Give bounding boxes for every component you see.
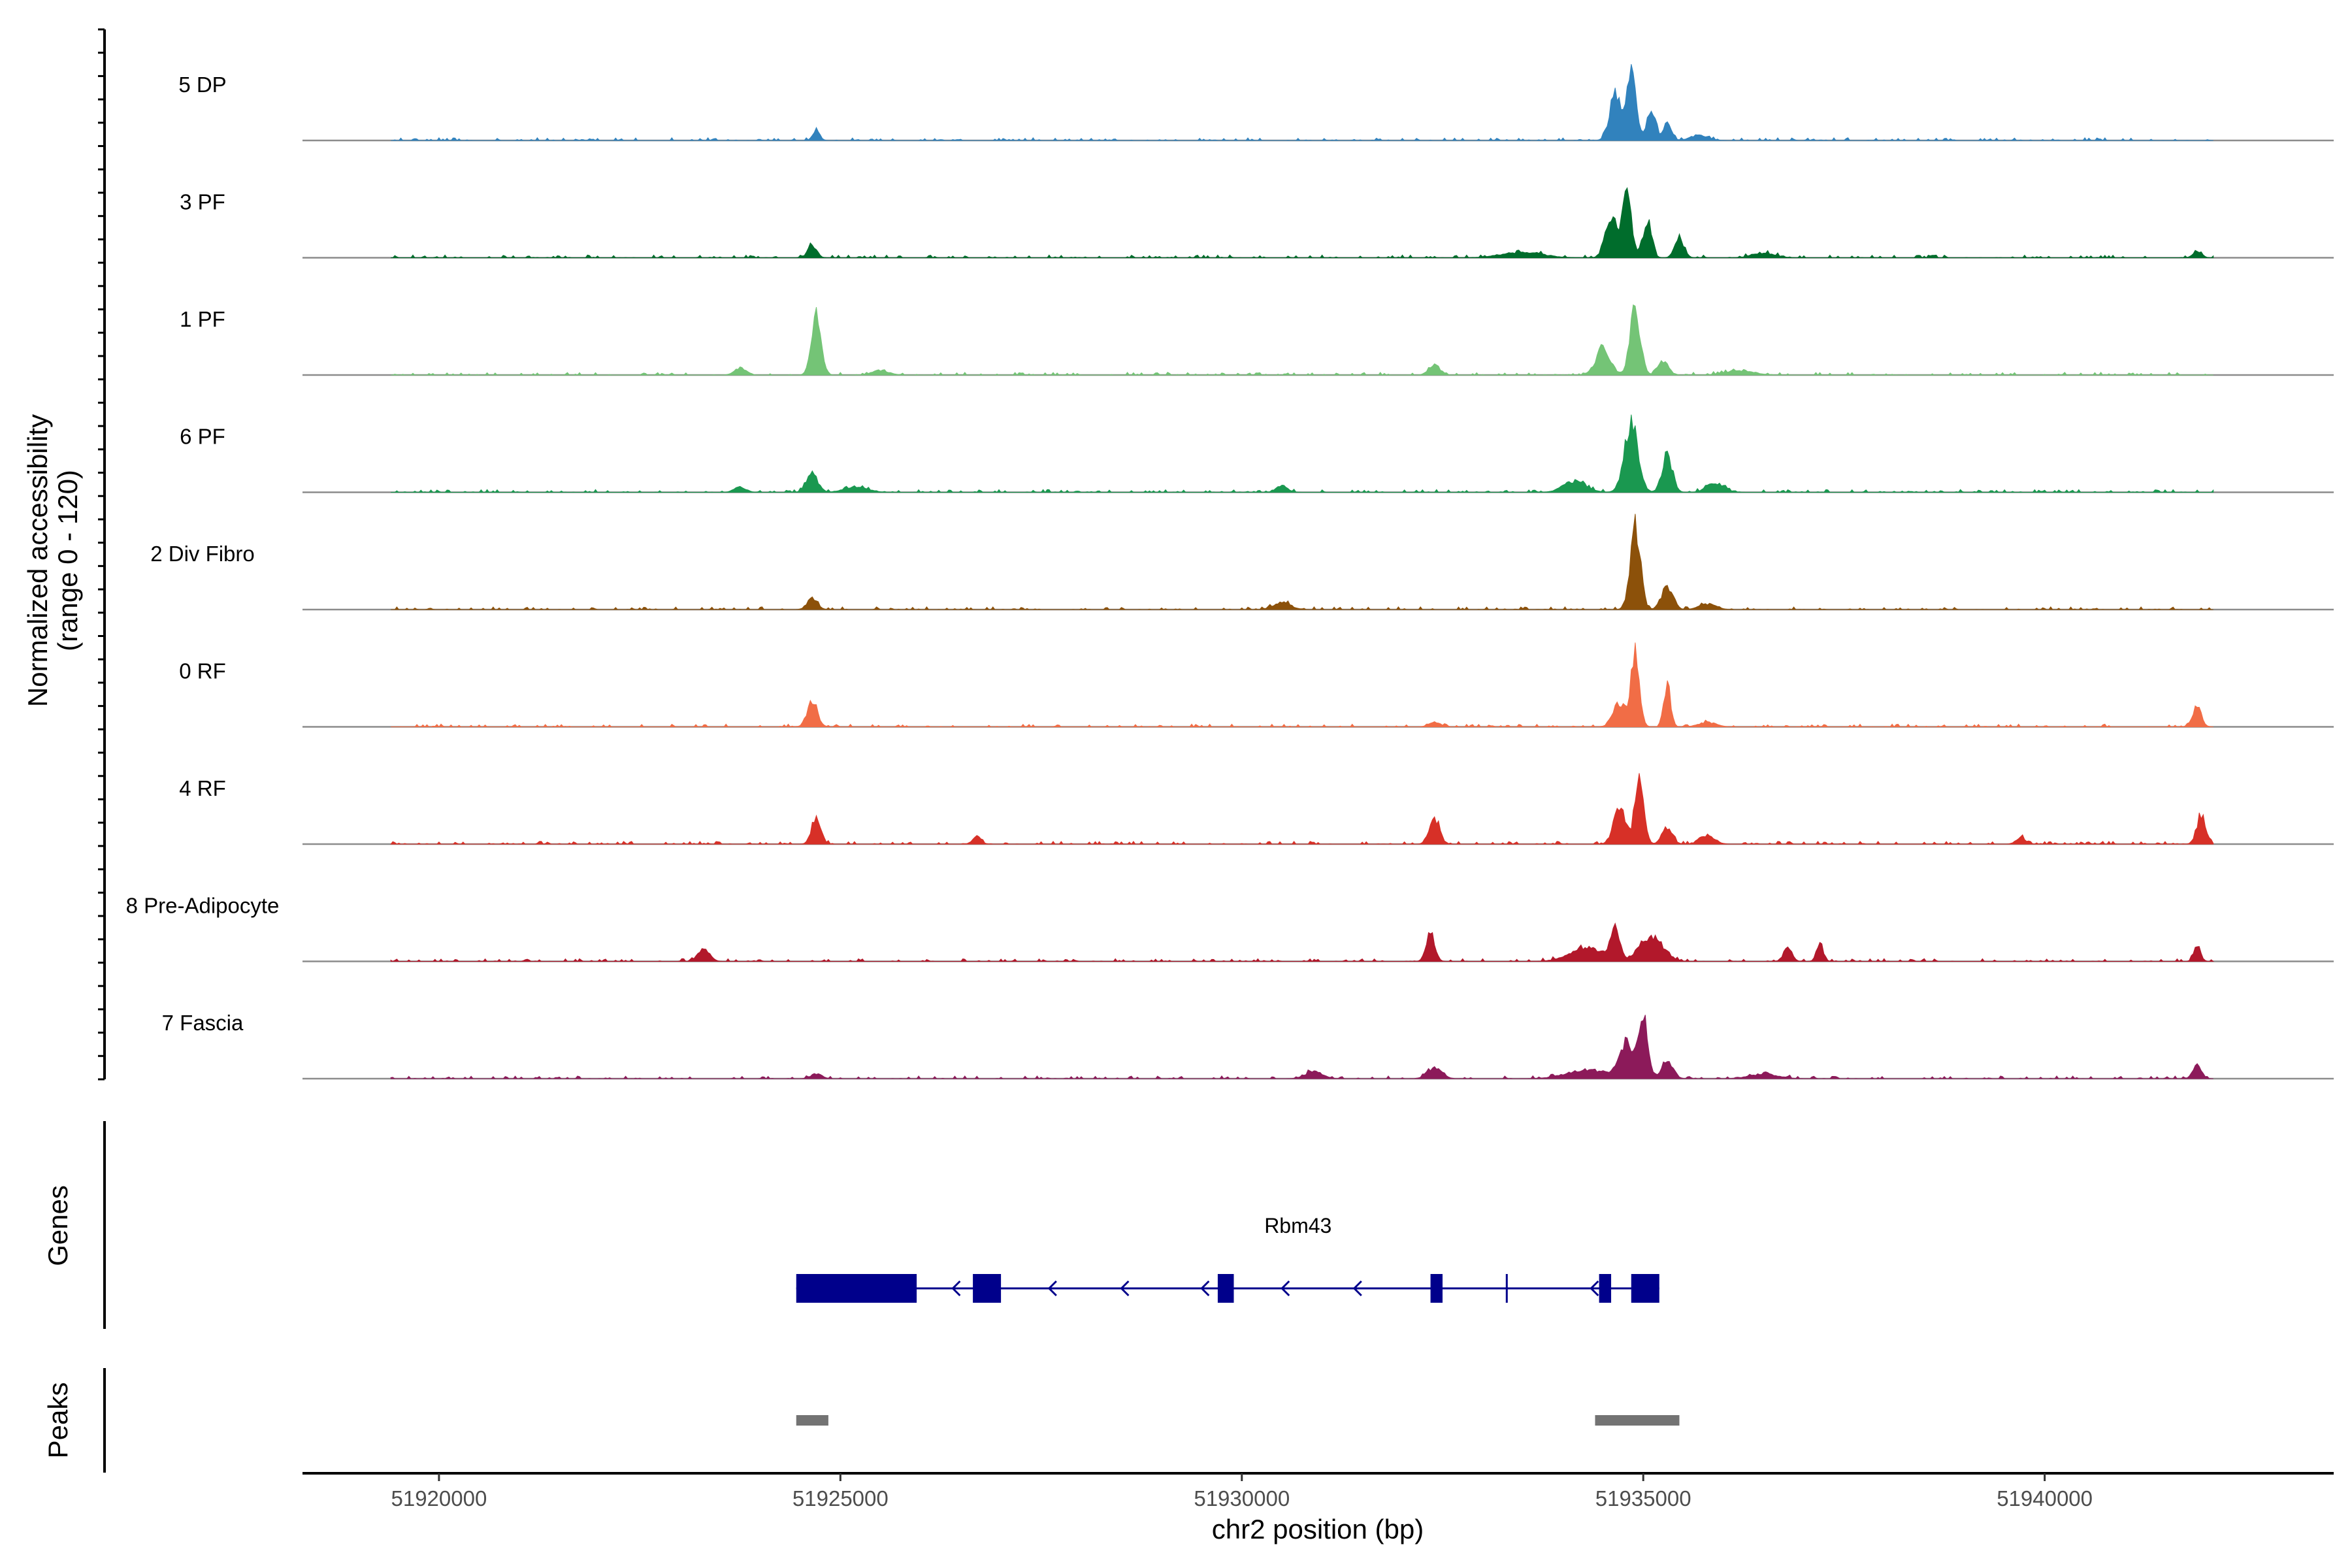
peaks-panel-label: Peaks <box>42 1382 73 1459</box>
track-7-fascia: 7 Fascia <box>162 1011 2334 1080</box>
x-axis-tick-label: 51925000 <box>792 1486 889 1511</box>
strand-arrow <box>951 1280 961 1297</box>
y-axis-range: (range 0 - 120) <box>52 470 83 651</box>
track-label: 6 PF <box>180 425 225 449</box>
coverage-area <box>391 187 2214 259</box>
x-axis-tick-label: 51940000 <box>1997 1486 2093 1511</box>
coverage-area <box>391 514 2213 610</box>
peak-region <box>1595 1415 1680 1426</box>
track-8-pre-adipocyte: 8 Pre-Adipocyte <box>126 894 2334 962</box>
gene-exon <box>1430 1274 1443 1303</box>
strand-arrow <box>1590 1280 1599 1297</box>
track-4-rf: 4 RF <box>179 773 2334 845</box>
gene-exon <box>1599 1274 1612 1303</box>
gene-exon <box>796 1274 917 1303</box>
coverage-area <box>391 64 2213 141</box>
peak-region <box>796 1415 828 1426</box>
gene-exon <box>1631 1274 1659 1303</box>
coverage-area <box>391 414 2214 493</box>
track-label: 8 Pre-Adipocyte <box>126 894 280 918</box>
coverage-area <box>391 304 2213 376</box>
y-axis <box>98 28 106 1081</box>
coverage-area <box>390 1015 2213 1079</box>
gene-model <box>796 1274 1659 1303</box>
track-label: 7 Fascia <box>162 1011 244 1035</box>
strand-arrow <box>1200 1280 1210 1297</box>
track-0-rf: 0 RF <box>179 642 2334 728</box>
genes-panel-label: Genes <box>42 1185 73 1266</box>
coverage-area <box>391 642 2213 728</box>
track-5-dp: 5 DP <box>178 64 2334 142</box>
x-axis-tick-label: 51920000 <box>391 1486 487 1511</box>
x-axis-title: chr2 position (bp) <box>1212 1514 1424 1544</box>
gene-name-label: Rbm43 <box>1264 1214 1331 1237</box>
coverage-tracks: 5 DP 3 PF 1 PF 6 PF 2 Div Fibro 0 RF 4 RF 8 Pre… <box>126 64 2334 1080</box>
track-label: 3 PF <box>180 190 225 214</box>
strand-arrow <box>1281 1280 1290 1297</box>
track-2-div-fibro: 2 Div Fibro <box>150 514 2334 611</box>
track-label: 2 Div Fibro <box>150 542 255 566</box>
track-label: 5 DP <box>178 73 226 97</box>
gene-exon <box>1217 1274 1234 1303</box>
track-label: 0 RF <box>179 659 226 683</box>
x-axis: 51920000 51925000 51930000 51935000 51940000 <box>391 1473 2093 1511</box>
track-1-pf: 1 PF <box>180 304 2334 376</box>
coverage-area <box>390 922 2215 962</box>
track-6-pf: 6 PF <box>180 414 2334 493</box>
track-3-pf: 3 PF <box>180 187 2334 259</box>
x-axis-tick-label: 51930000 <box>1194 1486 1290 1511</box>
track-label: 1 PF <box>180 307 225 331</box>
strand-arrow <box>1120 1280 1130 1297</box>
y-axis-title: Normalized accessibility <box>22 414 53 707</box>
coverage-area <box>390 773 2214 845</box>
strand-arrow <box>1352 1280 1362 1297</box>
x-axis-tick-label: 51935000 <box>1595 1486 1691 1511</box>
peak-regions <box>796 1415 1680 1426</box>
track-label: 4 RF <box>179 776 226 800</box>
gene-exon <box>973 1274 1002 1303</box>
strand-arrow <box>1047 1280 1057 1297</box>
